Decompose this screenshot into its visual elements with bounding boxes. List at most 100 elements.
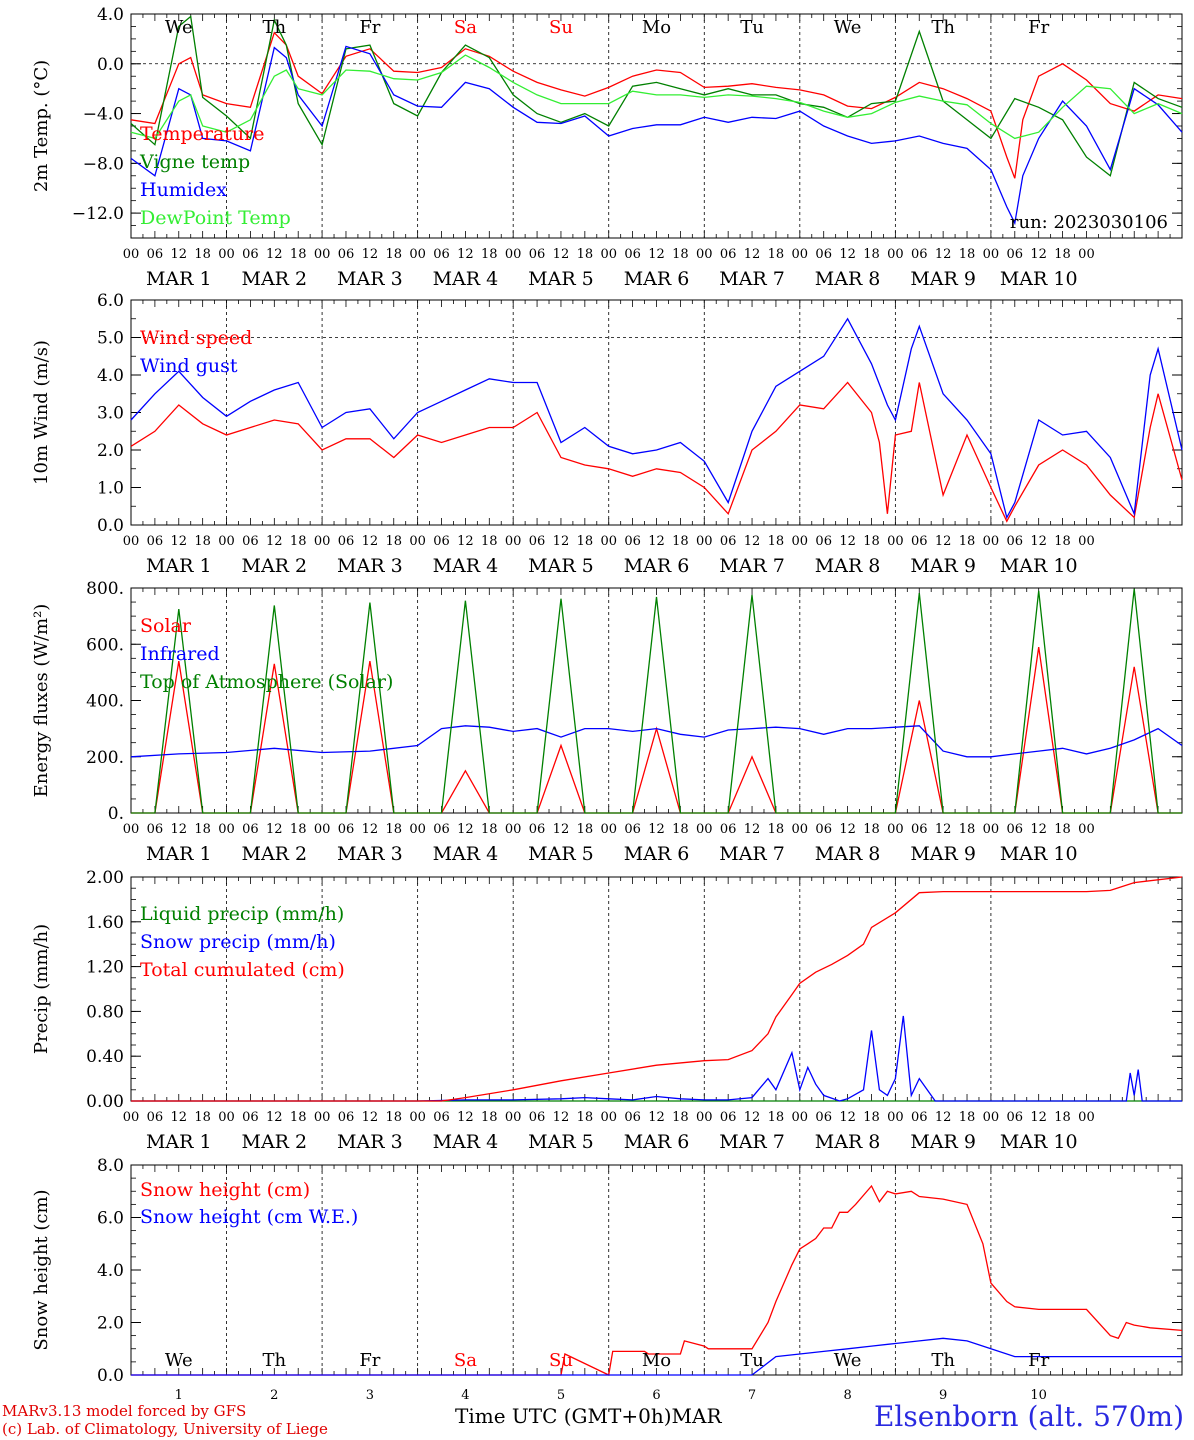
hour-tick-label: 12 (648, 822, 665, 837)
hour-tick-label: 00 (887, 822, 904, 837)
y-axis-label: 2m Temp. (°C) (31, 60, 52, 192)
month-day-label: MAR 6 (624, 1131, 690, 1153)
series-line-infrared (130, 725, 1183, 758)
hour-tick-label: 18 (1054, 534, 1071, 549)
hour-tick-label: 12 (935, 534, 952, 549)
series-line-snow-precip-mm-h- (131, 1015, 1182, 1102)
hour-tick-label: 12 (935, 1110, 952, 1125)
series-line-total-cumulated-cm- (131, 876, 1183, 1102)
hour-tick-label: 06 (338, 247, 355, 262)
hour-tick-label: 06 (433, 1110, 450, 1125)
series-line-dewpoint-temp (130, 54, 1183, 140)
hour-tick-label: 06 (720, 534, 737, 549)
hour-tick-label: 12 (170, 822, 187, 837)
y-tick-label: 0.0 (97, 1366, 124, 1386)
hour-tick-label: 00 (409, 247, 426, 262)
y-tick-label: −4.0 (83, 105, 124, 125)
hour-tick-label: 12 (744, 247, 761, 262)
month-day-label: MAR 3 (337, 268, 403, 290)
y-tick-label: 0.0 (97, 55, 124, 75)
y-axis-label: Energy fluxes (W/m²) (31, 604, 52, 798)
hour-tick-label: 18 (863, 1110, 880, 1125)
hour-tick-label: 00 (409, 1110, 426, 1125)
hour-tick-label: 18 (672, 1110, 689, 1125)
hour-tick-label: 00 (505, 247, 522, 262)
series-line-top-of-atmosphere-solar- (131, 588, 1182, 814)
hour-tick-label: 00 (505, 822, 522, 837)
month-day-label: MAR 10 (1000, 268, 1078, 290)
month-day-label: MAR 7 (719, 268, 785, 290)
hour-tick-label: 18 (194, 247, 211, 262)
month-day-label: MAR 2 (242, 843, 308, 865)
hour-tick-label: 06 (433, 534, 450, 549)
hour-tick-label: 18 (959, 1110, 976, 1125)
y-tick-label: 2.0 (97, 441, 124, 461)
day-name-label: Tu (740, 17, 764, 38)
hour-tick-label: 06 (529, 822, 546, 837)
legend-entry: DewPoint Temp (140, 207, 291, 229)
hour-tick-label: 12 (648, 1110, 665, 1125)
panel-2 (130, 299, 1183, 526)
hour-tick-label: 00 (792, 534, 809, 549)
legend-entry: Wind speed (140, 327, 252, 349)
hour-tick-label: 06 (911, 1110, 928, 1125)
hour-tick-label: 12 (457, 534, 474, 549)
panel-3 (130, 587, 1183, 814)
hour-tick-label: 00 (887, 247, 904, 262)
hour-tick-label: 06 (242, 1110, 259, 1125)
hour-tick-label: 00 (1078, 822, 1095, 837)
hour-tick-label: 00 (696, 1110, 713, 1125)
month-day-label: MAR 10 (1000, 555, 1078, 577)
hour-tick-label: 12 (553, 534, 570, 549)
month-day-label: MAR 4 (433, 555, 499, 577)
hour-tick-label: 00 (887, 534, 904, 549)
y-tick-label: −8.0 (83, 154, 124, 174)
hour-tick-label: 12 (170, 247, 187, 262)
hour-tick-label: 06 (147, 247, 164, 262)
hour-tick-label: 12 (839, 247, 856, 262)
hour-tick-label: 00 (505, 534, 522, 549)
hour-tick-label: 00 (696, 822, 713, 837)
panel-5 (130, 1164, 1183, 1376)
hour-tick-label: 06 (815, 1110, 832, 1125)
hour-tick-label: 18 (290, 247, 307, 262)
hour-tick-label: 12 (266, 247, 283, 262)
hour-tick-label: 06 (433, 822, 450, 837)
hour-tick-label: 18 (290, 822, 307, 837)
y-tick-label: 400. (86, 692, 124, 712)
y-tick-label: 0.40 (86, 1047, 124, 1067)
hour-tick-label: 12 (1030, 1110, 1047, 1125)
hour-tick-label: 00 (409, 534, 426, 549)
y-tick-label: 1.20 (86, 958, 124, 978)
hour-tick-label: 18 (672, 534, 689, 549)
panel-frame (130, 13, 1183, 239)
y-tick-label: 5.0 (97, 329, 124, 349)
legend-entry: Liquid precip (mm/h) (140, 903, 344, 925)
hour-tick-label: 00 (123, 534, 140, 549)
y-axis-label: Precip (mm/h) (31, 924, 52, 1054)
y-tick-label: 4.0 (97, 5, 124, 25)
hour-tick-label: 12 (1030, 247, 1047, 262)
y-tick-label: 0.80 (86, 1002, 124, 1022)
day-name-label: Mo (642, 17, 671, 38)
hour-tick-label: 00 (218, 534, 235, 549)
month-day-label: MAR 9 (910, 843, 976, 865)
hour-tick-label: 00 (314, 822, 331, 837)
month-day-label: MAR 5 (528, 555, 594, 577)
hour-tick-label: 18 (194, 822, 211, 837)
hour-tick-label: 06 (911, 247, 928, 262)
day-name-label: We (834, 1350, 862, 1371)
hour-tick-label: 06 (720, 247, 737, 262)
y-tick-label: 0. (108, 804, 124, 824)
hour-tick-label: 06 (1007, 1110, 1024, 1125)
legend-entry: Humidex (140, 179, 227, 201)
hour-tick-label: 06 (338, 1110, 355, 1125)
y-tick-label: 600. (86, 635, 124, 655)
day-name-label: Su (549, 17, 573, 38)
hour-tick-label: 00 (983, 1110, 1000, 1125)
hour-tick-label: 12 (1030, 822, 1047, 837)
month-day-label: MAR 10 (1000, 843, 1078, 865)
month-day-label: MAR 2 (242, 555, 308, 577)
day-name-label: We (165, 1350, 193, 1371)
